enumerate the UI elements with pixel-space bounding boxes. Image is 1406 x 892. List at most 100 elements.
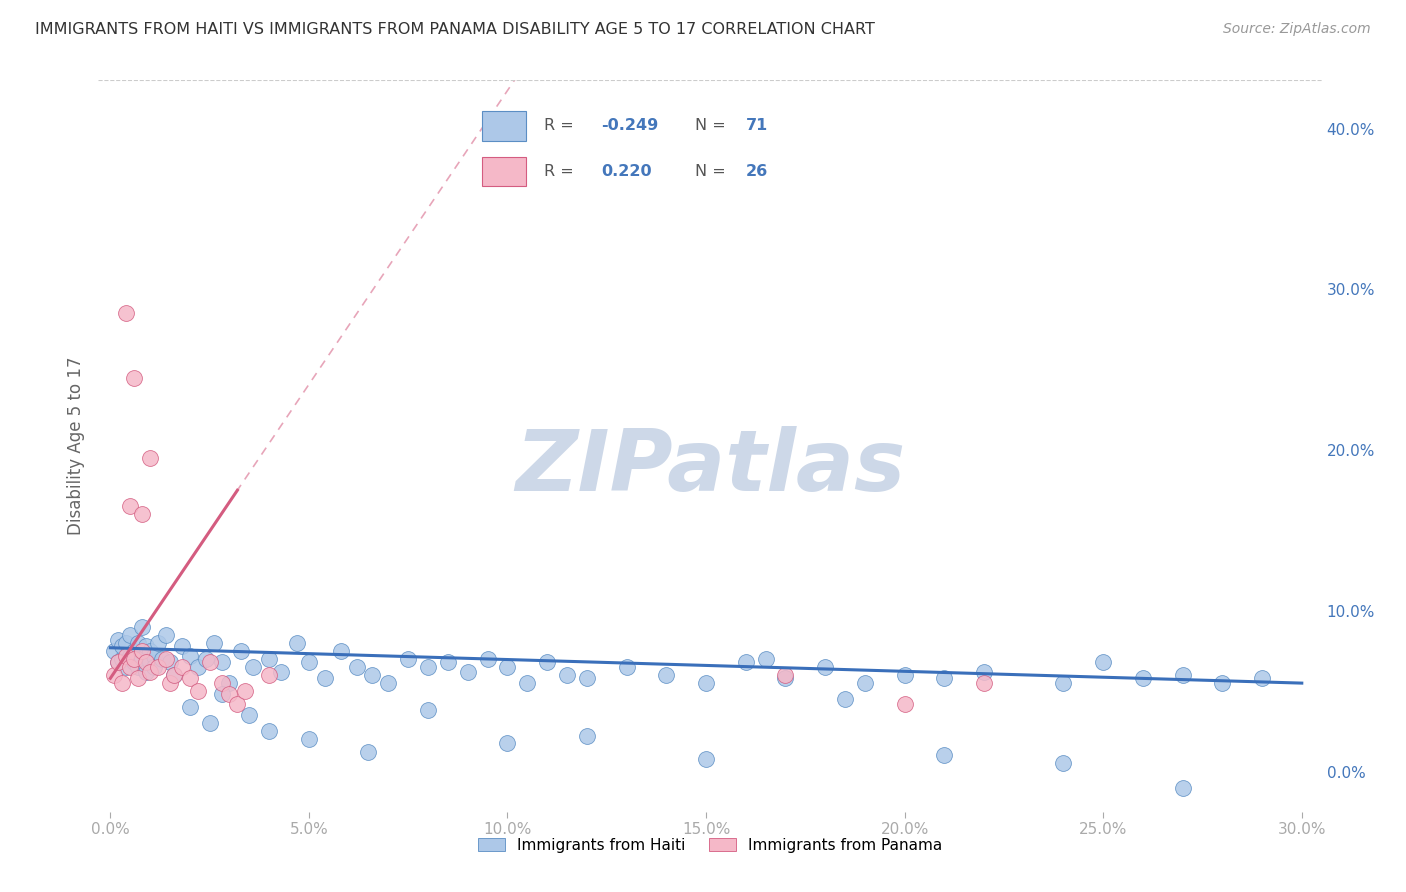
Point xyxy=(257,668,280,682)
Point xyxy=(179,700,201,714)
Point xyxy=(695,676,717,690)
Point xyxy=(257,652,280,666)
Point xyxy=(202,636,225,650)
Point xyxy=(198,716,221,731)
Point xyxy=(755,652,778,666)
Point xyxy=(973,676,995,690)
Point xyxy=(150,652,173,666)
Point xyxy=(211,676,233,690)
Point xyxy=(437,655,460,669)
Point xyxy=(131,620,153,634)
Point xyxy=(655,668,678,682)
Point xyxy=(179,648,201,663)
Point xyxy=(120,660,142,674)
Point xyxy=(377,676,399,690)
Point xyxy=(131,652,153,666)
Point xyxy=(893,697,915,711)
Point xyxy=(120,500,142,514)
Point xyxy=(361,668,384,682)
Point xyxy=(139,665,162,679)
Text: IMMIGRANTS FROM HAITI VS IMMIGRANTS FROM PANAMA DISABILITY AGE 5 TO 17 CORRELATI: IMMIGRANTS FROM HAITI VS IMMIGRANTS FROM… xyxy=(35,22,875,37)
Point xyxy=(120,628,142,642)
Point xyxy=(231,644,253,658)
Point xyxy=(1132,671,1154,685)
Point xyxy=(226,697,249,711)
Point xyxy=(115,306,138,320)
Point xyxy=(103,644,125,658)
Point xyxy=(1052,756,1074,771)
Point xyxy=(238,708,260,723)
Point xyxy=(131,508,153,522)
Point xyxy=(235,684,257,698)
Point xyxy=(127,660,149,674)
Point xyxy=(170,660,193,674)
Point xyxy=(135,639,157,653)
Point xyxy=(814,660,837,674)
Point xyxy=(298,732,321,747)
Point xyxy=(135,665,157,679)
Point xyxy=(211,687,233,701)
Point xyxy=(734,655,756,669)
Point xyxy=(1211,676,1233,690)
Point xyxy=(143,648,166,663)
Point xyxy=(143,660,166,674)
Point xyxy=(122,644,145,658)
Point xyxy=(163,668,186,682)
Point xyxy=(1251,671,1274,685)
Point xyxy=(285,636,308,650)
Point xyxy=(270,665,292,679)
Point xyxy=(211,655,233,669)
Point xyxy=(187,684,209,698)
Point xyxy=(111,639,134,653)
Legend: Immigrants from Haiti, Immigrants from Panama: Immigrants from Haiti, Immigrants from P… xyxy=(471,831,949,859)
Point xyxy=(1171,780,1194,795)
Point xyxy=(139,644,162,658)
Point xyxy=(163,668,186,682)
Point xyxy=(107,655,129,669)
Point xyxy=(416,703,439,717)
Point xyxy=(107,632,129,647)
Point xyxy=(198,655,221,669)
Point xyxy=(135,655,157,669)
Point xyxy=(159,676,181,690)
Text: ZIPatlas: ZIPatlas xyxy=(515,426,905,509)
Point xyxy=(115,648,138,663)
Point xyxy=(257,724,280,739)
Point xyxy=(122,655,145,669)
Point xyxy=(115,636,138,650)
Point xyxy=(695,752,717,766)
Point xyxy=(298,655,321,669)
Point xyxy=(357,745,380,759)
Point xyxy=(457,665,479,679)
Point xyxy=(1092,655,1115,669)
Point xyxy=(775,671,797,685)
Point xyxy=(775,668,797,682)
Point xyxy=(973,665,995,679)
Point xyxy=(516,676,538,690)
Point xyxy=(146,636,169,650)
Point xyxy=(575,729,598,743)
Point xyxy=(155,652,177,666)
Point xyxy=(122,370,145,384)
Point xyxy=(194,652,217,666)
Point xyxy=(120,648,142,663)
Point xyxy=(1052,676,1074,690)
Point xyxy=(170,639,193,653)
Y-axis label: Disability Age 5 to 17: Disability Age 5 to 17 xyxy=(66,357,84,535)
Point xyxy=(242,660,264,674)
Point xyxy=(346,660,368,674)
Point xyxy=(416,660,439,674)
Point xyxy=(139,451,162,466)
Point xyxy=(396,652,419,666)
Point xyxy=(218,676,240,690)
Point xyxy=(155,628,177,642)
Point xyxy=(179,671,201,685)
Point xyxy=(934,671,956,685)
Point xyxy=(146,660,169,674)
Point xyxy=(122,652,145,666)
Point xyxy=(616,660,638,674)
Point xyxy=(131,644,153,658)
Point xyxy=(329,644,352,658)
Point xyxy=(218,687,240,701)
Point xyxy=(115,660,138,674)
